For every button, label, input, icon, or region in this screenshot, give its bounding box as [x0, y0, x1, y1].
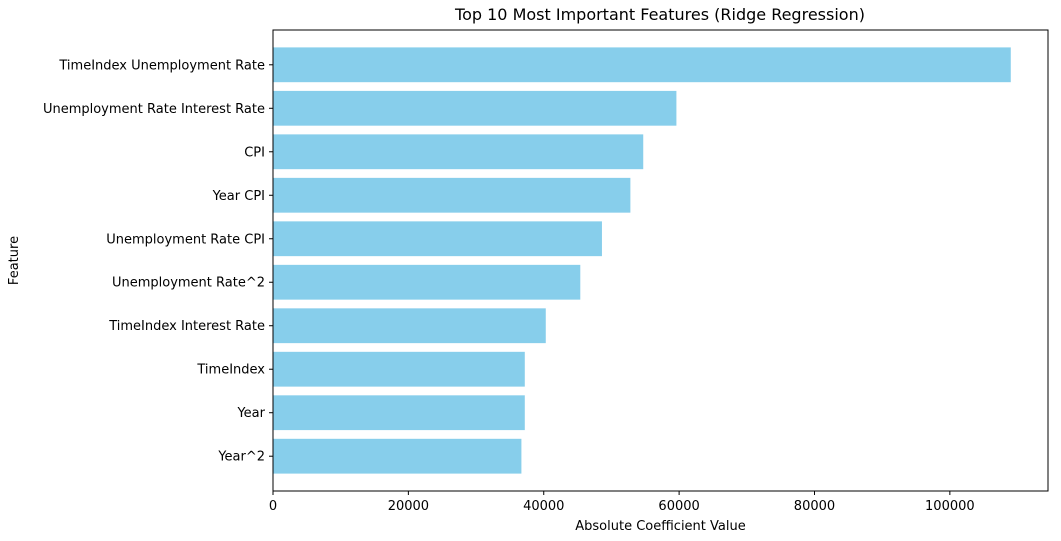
y-axis-label: Feature [7, 236, 22, 285]
bar [273, 308, 546, 344]
y-tick-label: Year [236, 406, 265, 421]
bar [273, 264, 581, 300]
y-tick-label: TimeIndex Interest Rate [108, 319, 265, 334]
y-axis-ticks: TimeIndex Unemployment Rate Unemployment … [43, 58, 273, 465]
bar [273, 177, 631, 213]
y-tick-label: Year^2 [217, 450, 265, 465]
bar [273, 395, 525, 431]
bar [273, 90, 677, 126]
x-tick-label: 80000 [794, 499, 835, 514]
x-tick-label: 20000 [388, 499, 429, 514]
x-tick-label: 100000 [925, 499, 975, 514]
y-tick-label: Unemployment Rate CPI [106, 232, 265, 247]
plot-frame [272, 29, 1049, 492]
bar [273, 351, 525, 387]
y-tick-label: TimeIndex Unemployment Rate [58, 58, 265, 73]
bar [273, 134, 644, 170]
x-tick-label: 60000 [658, 499, 699, 514]
y-tick-label: TimeIndex [196, 363, 265, 378]
bar [273, 221, 602, 257]
x-axis-ticks: 0 20000 40000 60000 80000 100000 [269, 491, 975, 514]
chart-title: Top 10 Most Important Features (Ridge Re… [454, 5, 865, 24]
bar [273, 47, 1011, 83]
x-axis-label: Absolute Coefficient Value [575, 519, 745, 534]
y-tick-label: Year CPI [212, 189, 265, 204]
x-tick-label: 40000 [523, 499, 564, 514]
bars-layer [273, 47, 1011, 474]
x-tick-label: 0 [269, 499, 277, 514]
bar [273, 438, 522, 474]
y-tick-label: Unemployment Rate Interest Rate [43, 102, 265, 117]
y-tick-label: CPI [244, 145, 265, 160]
y-tick-label: Unemployment Rate^2 [112, 276, 265, 291]
